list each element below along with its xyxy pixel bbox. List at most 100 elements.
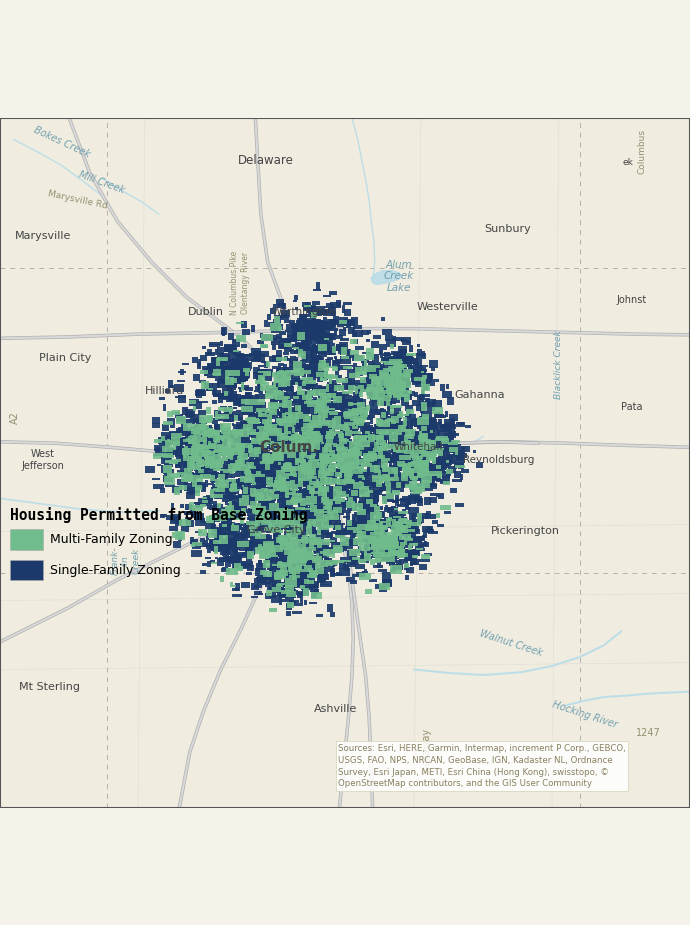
Bar [273, 464, 279, 469]
Bar [308, 534, 313, 537]
Bar [286, 392, 291, 399]
Bar [319, 402, 323, 409]
Bar [362, 438, 370, 446]
Bar [255, 516, 261, 524]
Bar [269, 569, 272, 572]
Bar [261, 548, 265, 555]
Bar [368, 395, 376, 399]
Bar [440, 457, 451, 462]
Bar [295, 500, 304, 501]
Bar [301, 480, 306, 484]
Bar [164, 421, 173, 425]
Bar [269, 608, 277, 612]
Bar [343, 480, 355, 485]
Bar [387, 372, 394, 374]
Bar [362, 571, 368, 574]
Bar [223, 448, 230, 450]
Bar [318, 561, 328, 567]
Bar [230, 585, 236, 587]
Bar [292, 455, 297, 463]
Bar [163, 455, 168, 459]
Bar [273, 382, 283, 389]
Bar [299, 452, 308, 456]
Bar [322, 411, 328, 418]
Bar [273, 507, 276, 511]
Bar [283, 464, 288, 471]
Bar [346, 477, 351, 481]
Bar [270, 578, 273, 581]
Bar [368, 415, 373, 419]
Bar [250, 500, 256, 506]
Bar [292, 491, 296, 495]
Bar [359, 383, 365, 388]
Bar [428, 478, 433, 486]
Bar [415, 465, 424, 471]
Bar [330, 475, 335, 479]
Bar [368, 435, 373, 438]
Bar [446, 422, 451, 427]
Bar [374, 465, 380, 473]
Bar [360, 369, 367, 376]
Bar [316, 309, 326, 315]
Bar [342, 501, 350, 509]
Bar [297, 444, 304, 451]
Bar [287, 425, 295, 427]
Bar [277, 481, 284, 487]
Text: Marysville Rd: Marysville Rd [47, 190, 108, 211]
Bar [388, 477, 399, 482]
Bar [222, 567, 228, 571]
Bar [342, 476, 346, 483]
Bar [299, 511, 308, 515]
Bar [403, 384, 408, 388]
Bar [233, 443, 239, 446]
Bar [353, 502, 363, 511]
Bar [262, 507, 273, 511]
Bar [281, 585, 288, 587]
Bar [436, 495, 441, 498]
Bar [353, 392, 362, 397]
Bar [225, 548, 230, 555]
Bar [282, 524, 286, 528]
Bar [328, 451, 334, 460]
Bar [304, 348, 306, 354]
Bar [333, 547, 344, 552]
Bar [181, 433, 191, 436]
Bar [226, 420, 233, 423]
Bar [343, 516, 350, 518]
Bar [239, 544, 249, 548]
Bar [363, 479, 369, 486]
Bar [308, 305, 312, 309]
Bar [224, 417, 235, 423]
Bar [307, 428, 315, 436]
Bar [404, 537, 407, 545]
Bar [381, 474, 384, 477]
Bar [199, 529, 207, 536]
Bar [386, 471, 388, 474]
Bar [302, 390, 305, 394]
Bar [274, 426, 283, 428]
Bar [373, 555, 383, 558]
Bar [349, 431, 356, 437]
Bar [290, 522, 299, 527]
Bar [411, 448, 414, 455]
Bar [390, 376, 399, 377]
Bar [332, 456, 344, 462]
Bar [410, 418, 417, 426]
Bar [402, 457, 405, 461]
Bar [373, 464, 378, 471]
Bar [300, 427, 310, 431]
Bar [322, 572, 328, 578]
Bar [177, 395, 186, 403]
Bar [375, 545, 384, 548]
Bar [292, 363, 301, 370]
Bar [290, 524, 298, 529]
Bar [422, 465, 432, 469]
Bar [192, 444, 204, 450]
Bar [231, 525, 239, 531]
Bar [242, 509, 246, 514]
Bar [234, 446, 242, 451]
Bar [302, 450, 312, 454]
Bar [390, 401, 395, 404]
Bar [291, 373, 300, 379]
Bar [288, 444, 296, 449]
